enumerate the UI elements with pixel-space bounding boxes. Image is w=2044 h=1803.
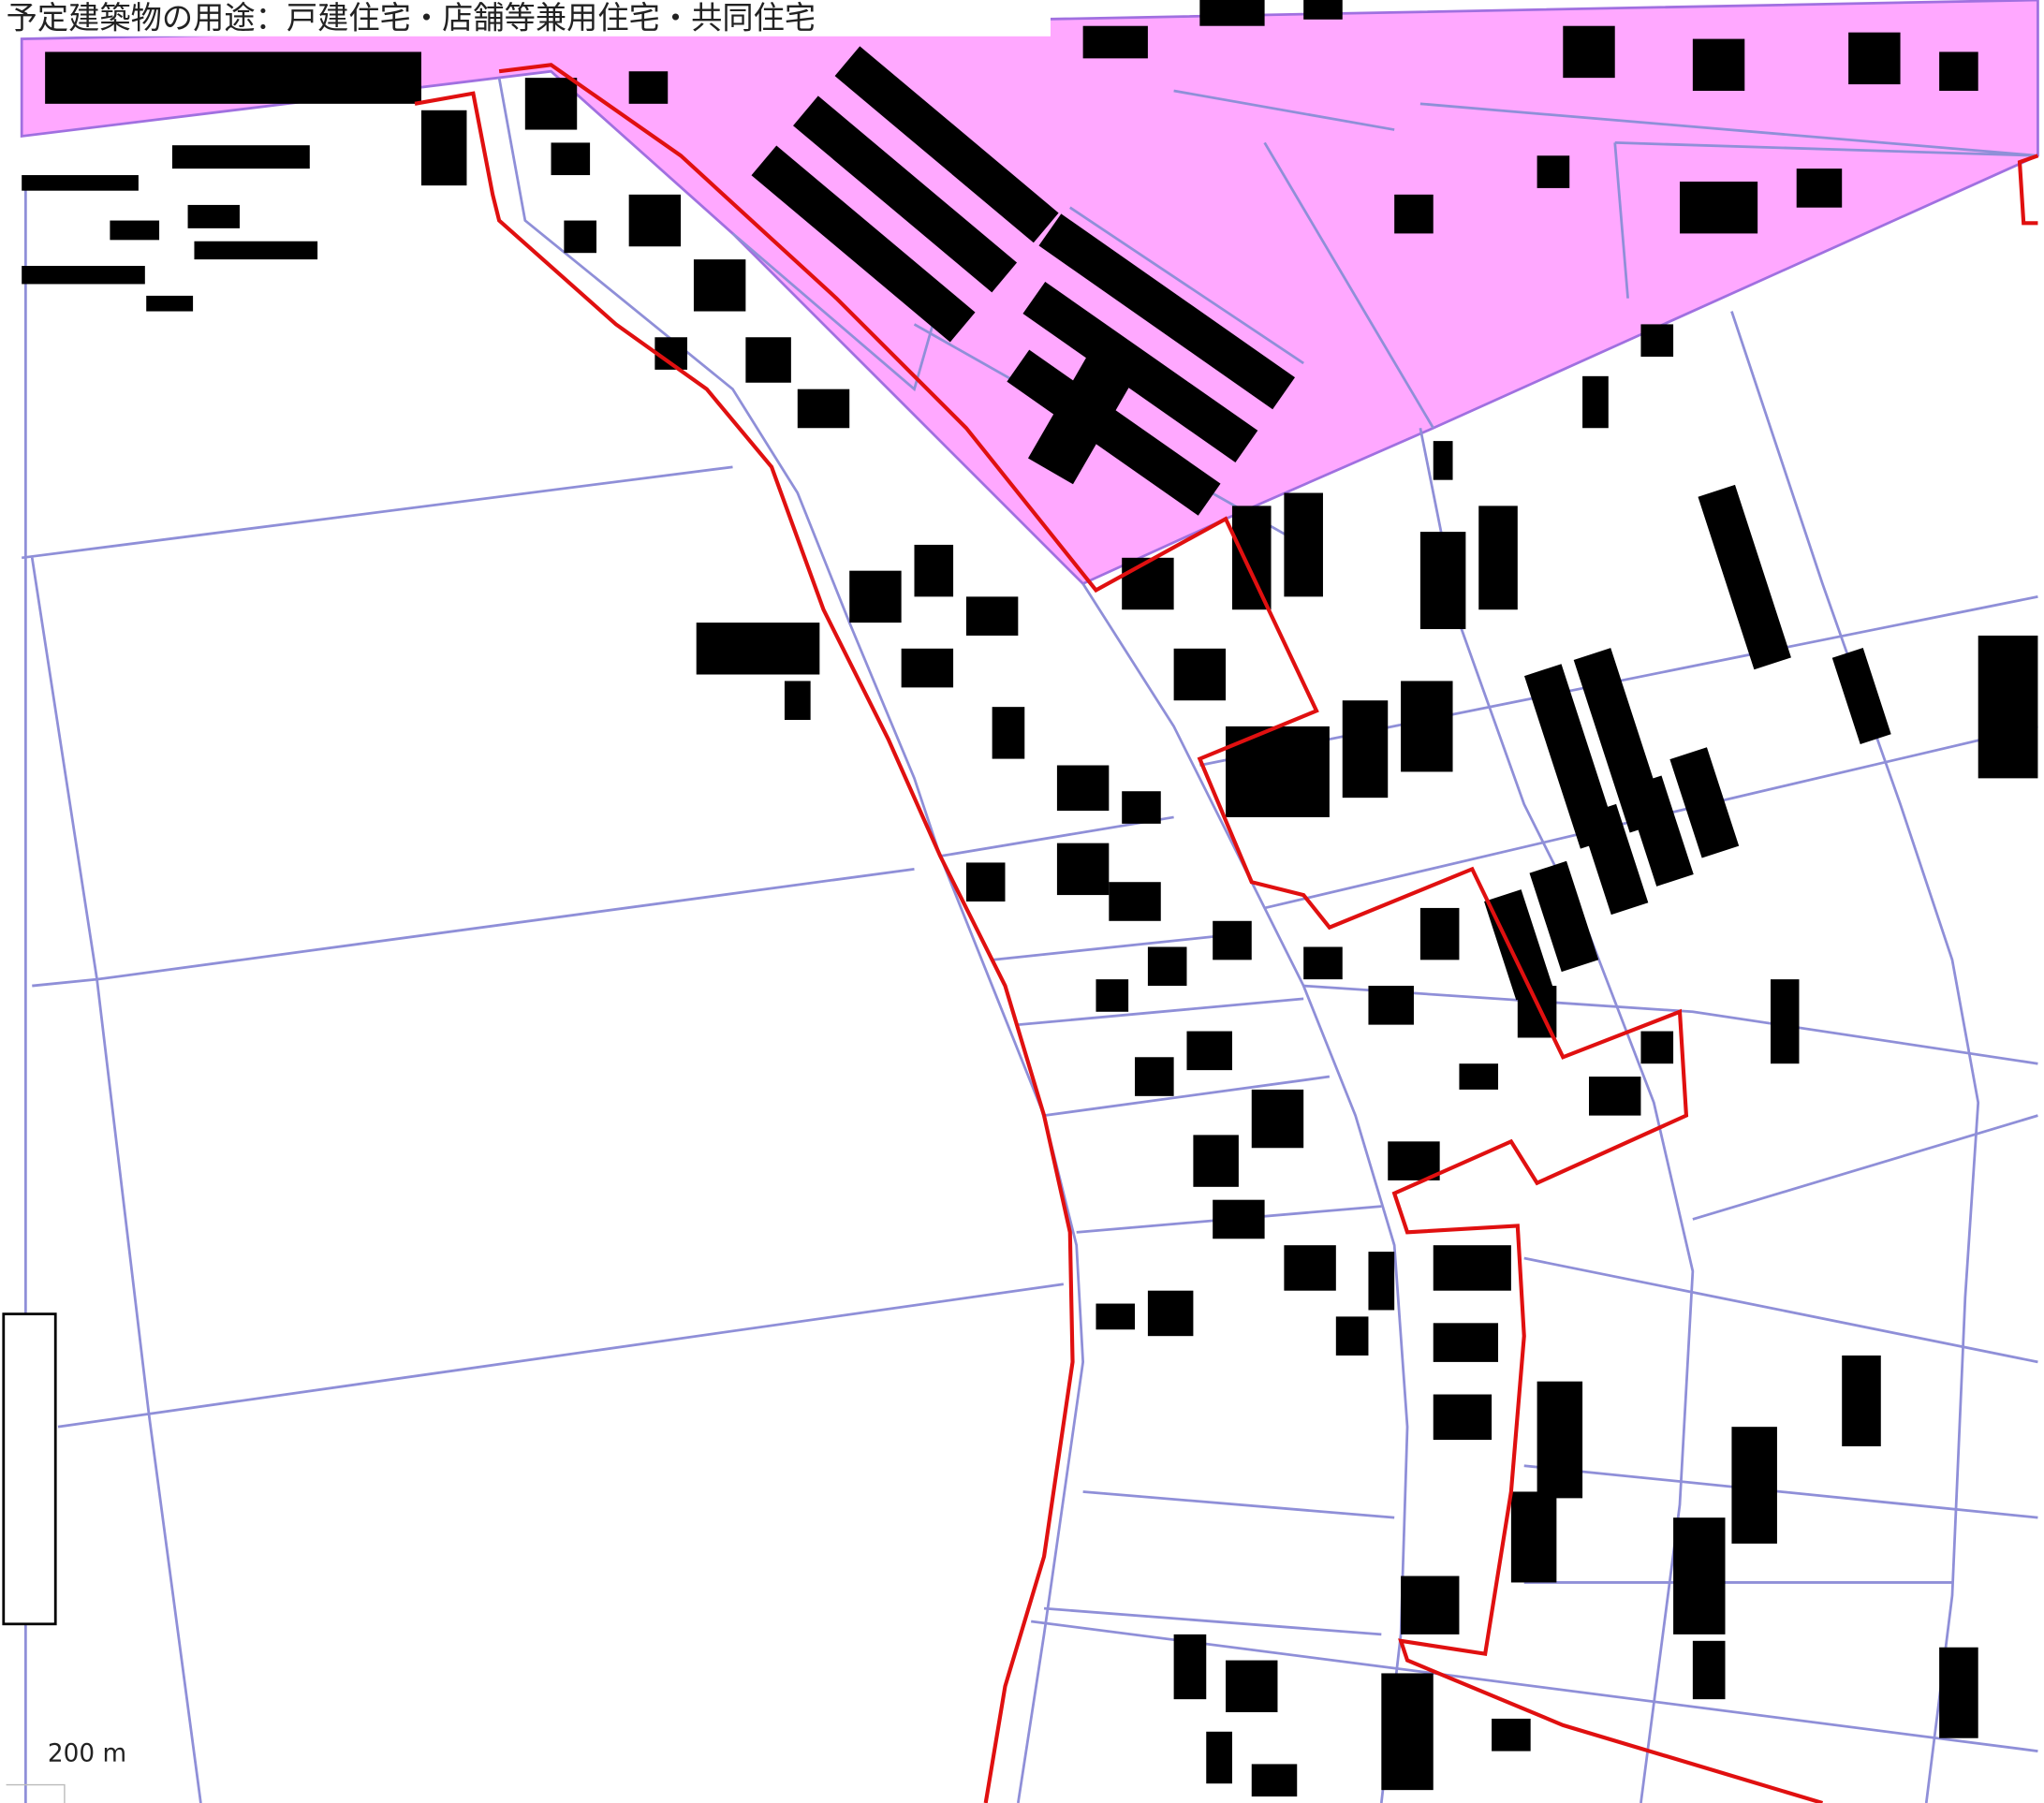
buildings [22, 0, 2038, 1797]
scale-bar [6, 1783, 66, 1803]
boundary [498, 63, 1824, 1803]
legend-frame [2, 1312, 57, 1626]
caption: 予定建築物の用途：戸建住宅・店舗等兼用住宅・共同住宅 [7, 0, 816, 36]
scale-label: 200 m [48, 1740, 126, 1768]
caption-bg [6, 0, 1051, 37]
boundary [2017, 154, 2039, 226]
boundary [414, 91, 1075, 1803]
